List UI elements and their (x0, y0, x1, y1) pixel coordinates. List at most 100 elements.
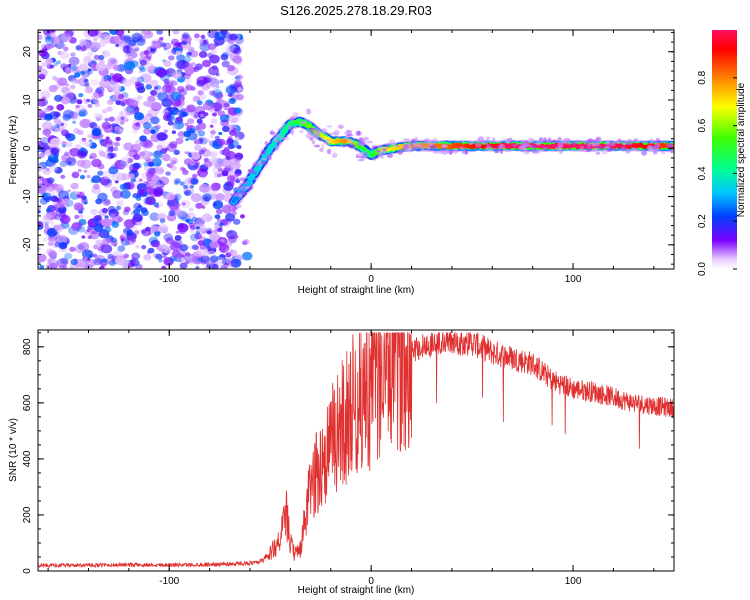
noise-speck (68, 56, 80, 66)
ridge-halo (305, 133, 313, 139)
noise-speck (117, 245, 126, 252)
ridge-halo (382, 147, 386, 151)
noise-speck (156, 144, 163, 150)
noise-speck (86, 260, 92, 265)
noise-speck (212, 264, 219, 269)
noise-speck (130, 238, 136, 243)
noise-speck (145, 179, 157, 189)
noise-speck (59, 51, 70, 60)
noise-speck (65, 157, 77, 167)
ridge-halo (420, 141, 425, 147)
noise-speck (97, 192, 108, 202)
noise-speck (95, 62, 107, 72)
noise-speck (214, 109, 220, 113)
noise-speck (86, 175, 91, 179)
ridge-halo (654, 140, 659, 143)
noise-speck (123, 219, 135, 229)
noise-speck (164, 112, 172, 118)
noise-speck (196, 257, 203, 263)
noise-speck (178, 228, 186, 235)
noise-speck (140, 73, 152, 83)
noise-speck (181, 32, 190, 39)
noise-speck (220, 264, 229, 269)
noise-speck (183, 55, 192, 63)
noise-speck (54, 183, 64, 193)
noise-speck (200, 34, 206, 39)
noise-speck (199, 113, 205, 118)
noise-speck (139, 59, 147, 66)
noise-speck (38, 220, 44, 228)
noise-speck (89, 231, 100, 240)
noise-speck (165, 192, 176, 201)
snr-ticks: -100 0 100 0 200 400 600 800 (22, 330, 674, 587)
noise-speck (82, 249, 94, 259)
noise-speck (193, 250, 203, 258)
noise-speck (197, 122, 207, 130)
noise-speck (114, 117, 123, 124)
noise-speck (219, 99, 224, 104)
noise-speck (46, 35, 51, 40)
noise-speck (155, 85, 162, 90)
noise-speck (86, 51, 94, 57)
noise-speck (224, 181, 232, 187)
noise-speck (84, 86, 94, 94)
noise-speck (215, 193, 225, 202)
noise-speck (208, 77, 219, 86)
noise-speck (143, 253, 152, 261)
noise-speck (196, 118, 203, 124)
noise-speck (143, 140, 154, 149)
ridge-halo (534, 151, 541, 154)
noise-speck (225, 113, 231, 119)
noise-speck (84, 256, 88, 260)
noise-speck (116, 172, 127, 181)
noise-speck (38, 49, 48, 57)
noise-speck (74, 79, 80, 84)
noise-speck (91, 158, 102, 168)
noise-speck (114, 128, 121, 134)
noise-speck (102, 237, 111, 245)
noise-speck (121, 173, 130, 181)
noise-speck (229, 158, 239, 166)
noise-speck (138, 65, 145, 71)
ridge-halo (609, 140, 613, 144)
noise-speck (79, 139, 87, 146)
snr-frame (37, 329, 675, 572)
noise-speck (229, 33, 238, 41)
noise-speck (209, 54, 220, 64)
noise-speck (127, 262, 135, 268)
ridge-halo (324, 139, 330, 144)
noise-speck (161, 84, 172, 93)
noise-speck (227, 93, 233, 97)
noise-speck (60, 122, 65, 127)
noise-speck (193, 111, 201, 118)
noise-speck (195, 226, 200, 230)
noise-speck (219, 222, 224, 227)
noise-speck (104, 226, 112, 233)
noise-speck (84, 101, 89, 105)
noise-speck (119, 34, 127, 41)
colorbar-tick-label: 0.8 (697, 70, 708, 84)
noise-speck (176, 85, 185, 93)
noise-speck (177, 111, 181, 115)
noise-speck (200, 255, 210, 263)
noise-speck (47, 241, 54, 246)
ridge-halo (326, 148, 332, 155)
noise-speck (217, 138, 226, 146)
noise-speck (101, 75, 108, 82)
noise-speck (150, 116, 160, 125)
ridge-halo (595, 151, 601, 155)
noise-speck (195, 202, 203, 209)
snr-panel: -100 0 100 0 200 400 600 800 Height of straight… (8, 329, 675, 596)
noise-speck (104, 199, 111, 205)
ridge-halo (395, 144, 400, 148)
ridge-halo (464, 149, 468, 155)
ridge-halo (486, 144, 491, 147)
noise-speck (220, 265, 227, 269)
noise-speck (99, 151, 106, 157)
noise-speck (117, 94, 125, 100)
noise-speck (65, 141, 73, 148)
noise-speck (48, 235, 56, 242)
noise-speck (108, 75, 120, 85)
ridge-halo (611, 147, 617, 151)
noise-speck (107, 205, 116, 213)
